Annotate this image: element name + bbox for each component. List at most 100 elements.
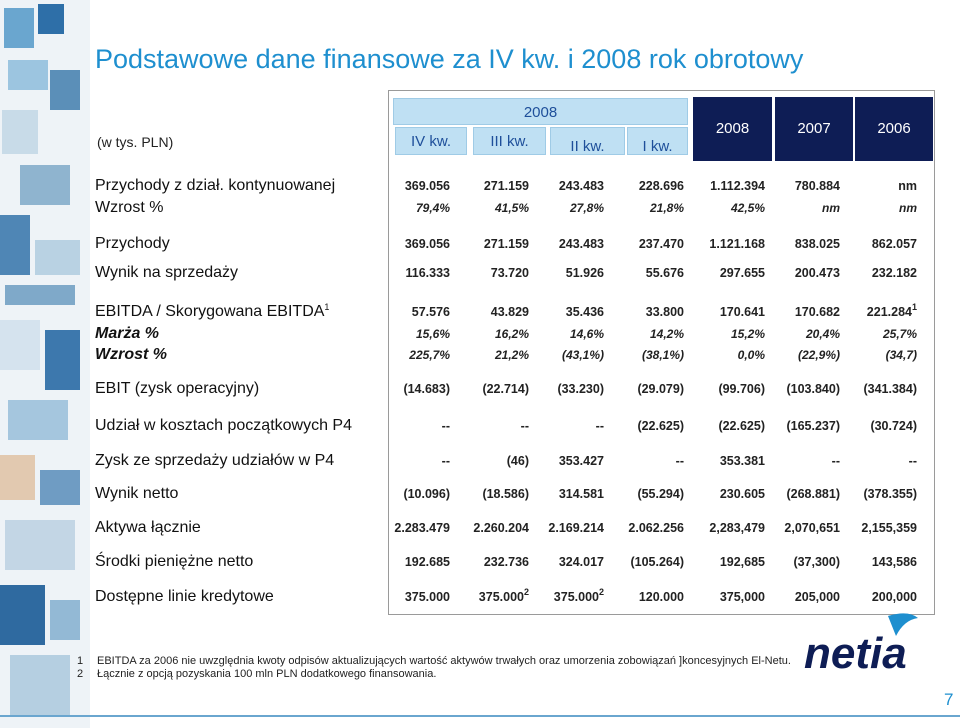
footnote-ref: 2 bbox=[523, 587, 529, 597]
row-label-text: Środki pieniężne netto bbox=[95, 553, 254, 570]
row-label-text: Wynik na sprzedaży bbox=[95, 264, 239, 281]
column-header: 2008 bbox=[693, 97, 772, 161]
cell: 200,000 bbox=[871, 590, 917, 604]
cell: 14,6% bbox=[569, 327, 604, 341]
cell: 41,5% bbox=[494, 201, 529, 215]
cell: (55.294) bbox=[637, 487, 684, 501]
decor-strip bbox=[0, 0, 90, 728]
cell: 862.057 bbox=[871, 237, 917, 251]
cell: 2.260.204 bbox=[473, 521, 529, 535]
cell: 170.682 bbox=[794, 305, 840, 319]
bottom-rule bbox=[0, 715, 960, 717]
row-label: Środki pieniężne netto bbox=[95, 553, 253, 571]
cell: (46) bbox=[506, 454, 529, 468]
cell: (22.625) bbox=[637, 419, 684, 433]
cell: 232.736 bbox=[483, 555, 529, 569]
cell: (341.384) bbox=[863, 382, 917, 396]
cell: 2.283.479 bbox=[394, 521, 450, 535]
row-label: Wzrost % bbox=[95, 199, 163, 217]
cell: (165.237) bbox=[786, 419, 840, 433]
row-label: Marża % bbox=[95, 325, 159, 343]
cell: 2,283,479 bbox=[709, 521, 765, 535]
cell: 369.056 bbox=[404, 179, 450, 193]
cell: (268.881) bbox=[786, 487, 840, 501]
cell: (43,1%) bbox=[561, 348, 604, 362]
cell: 780.884 bbox=[794, 179, 840, 193]
cell: 43.829 bbox=[490, 305, 529, 319]
cell: (29.079) bbox=[637, 382, 684, 396]
column-header: III kw. bbox=[473, 127, 546, 155]
cell: 200.473 bbox=[794, 266, 840, 280]
cell: 15,2% bbox=[730, 327, 765, 341]
cell: (99.706) bbox=[718, 382, 765, 396]
cell: 221.2841 bbox=[827, 302, 917, 320]
cell: -- bbox=[831, 454, 840, 468]
cell: 237.470 bbox=[638, 237, 684, 251]
cell: 314.581 bbox=[558, 487, 604, 501]
cell: -- bbox=[441, 454, 450, 468]
cell-text: 375.000 bbox=[553, 590, 599, 604]
cell: 205,000 bbox=[794, 590, 840, 604]
footnote-text: Łącznie z opcją pozyskania 100 mln PLN d… bbox=[97, 668, 437, 680]
row-label-text: Przychody z dział. kontynuowanej bbox=[95, 177, 336, 194]
cell: 375,000 bbox=[719, 590, 765, 604]
row-label: Zysk ze sprzedaży udziałów w P4 bbox=[95, 452, 334, 470]
cell: 20,4% bbox=[805, 327, 840, 341]
cell: 73.720 bbox=[490, 266, 529, 280]
cell: 243.483 bbox=[558, 179, 604, 193]
footnote-number: 2 bbox=[77, 668, 84, 680]
cell: (14.683) bbox=[403, 382, 450, 396]
cell: 375.0002 bbox=[514, 587, 604, 605]
row-label: EBIT (zysk operacyjny) bbox=[95, 380, 259, 398]
cell: 225,7% bbox=[409, 348, 450, 362]
cell: 51.926 bbox=[565, 266, 604, 280]
cell: 353.427 bbox=[558, 454, 604, 468]
column-header: 2006 bbox=[855, 97, 933, 161]
cell: 120.000 bbox=[638, 590, 684, 604]
cell: (37,300) bbox=[793, 555, 840, 569]
cell: -- bbox=[520, 419, 529, 433]
cell: (30.724) bbox=[870, 419, 917, 433]
row-label-text: EBITDA / Skorygowana EBITDA bbox=[95, 303, 325, 320]
cell: 42,5% bbox=[730, 201, 765, 215]
row-label-text: Wzrost % bbox=[95, 346, 167, 363]
column-header: I kw. bbox=[627, 127, 688, 155]
unit-note: (w tys. PLN) bbox=[97, 134, 174, 150]
cell: (18.586) bbox=[482, 487, 529, 501]
cell: 228.696 bbox=[638, 179, 684, 193]
cell: -- bbox=[441, 419, 450, 433]
row-label-text: Aktywa łącznie bbox=[95, 519, 201, 536]
cell: 192.685 bbox=[404, 555, 450, 569]
cell: 2.169.214 bbox=[548, 521, 604, 535]
cell: (105.264) bbox=[630, 555, 684, 569]
cell: 353.381 bbox=[719, 454, 765, 468]
group-header: 2008 bbox=[393, 98, 688, 125]
cell: 21,8% bbox=[649, 201, 684, 215]
cell: 25,7% bbox=[882, 327, 917, 341]
cell: 232.182 bbox=[871, 266, 917, 280]
row-label: Przychody bbox=[95, 235, 170, 253]
row-label-text: Dostępne linie kredytowe bbox=[95, 588, 274, 605]
table-frame bbox=[388, 90, 935, 615]
cell: 14,2% bbox=[649, 327, 684, 341]
cell: 16,2% bbox=[494, 327, 529, 341]
cell-text: 375.000 bbox=[478, 590, 524, 604]
cell: nm bbox=[898, 179, 917, 193]
cell: 838.025 bbox=[794, 237, 840, 251]
cell: 79,4% bbox=[415, 201, 450, 215]
cell: 243.483 bbox=[558, 237, 604, 251]
title: Podstawowe dane finansowe za IV kw. i 20… bbox=[95, 44, 804, 74]
cell: (22.714) bbox=[482, 382, 529, 396]
cell: nm bbox=[899, 201, 917, 215]
cell: 324.017 bbox=[558, 555, 604, 569]
cell: 170.641 bbox=[719, 305, 765, 319]
cell: 192,685 bbox=[719, 555, 765, 569]
footnote-ref: 2 bbox=[598, 587, 604, 597]
cell: 116.333 bbox=[405, 266, 451, 280]
footnote-ref: 1 bbox=[911, 302, 917, 312]
row-label-text: Przychody bbox=[95, 235, 170, 252]
cell: 15,6% bbox=[415, 327, 450, 341]
logo-text: netia bbox=[804, 629, 907, 678]
cell: nm bbox=[822, 201, 840, 215]
